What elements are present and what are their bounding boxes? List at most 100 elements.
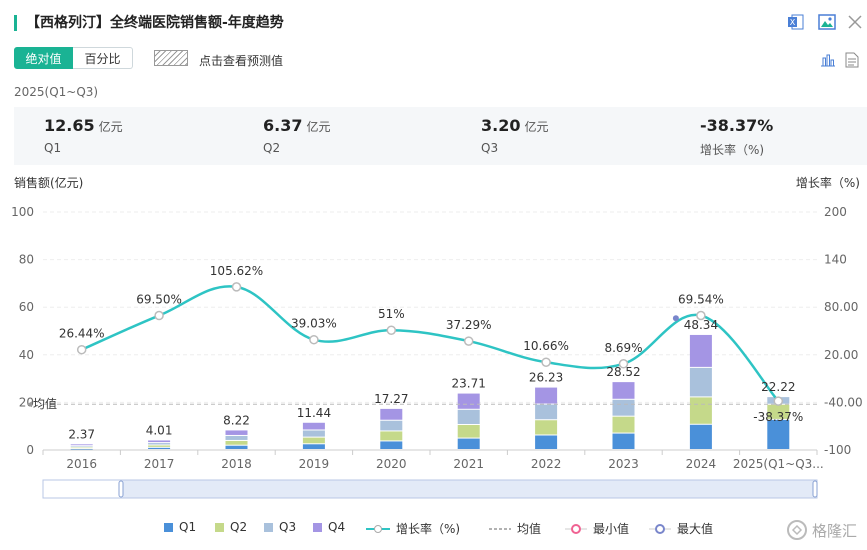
legend-label: Q4 (328, 520, 346, 534)
growth-label: 51% (378, 307, 405, 321)
bar-segment-q3 (225, 435, 248, 440)
excel-icon[interactable]: X (786, 12, 806, 32)
absolute-value-button[interactable]: 绝对值 (14, 47, 73, 69)
growth-label: 69.50% (136, 293, 182, 307)
legend-swatch (164, 522, 173, 532)
forecast-hatch-icon[interactable] (154, 50, 188, 66)
growth-label: 39.03% (291, 317, 337, 331)
legend-average[interactable]: 均值 (489, 520, 541, 537)
summary-label: Q2 (263, 141, 281, 155)
total-value-label: 48.34 (684, 318, 718, 332)
bar-segment-q1 (380, 441, 403, 449)
legend-q1[interactable]: Q1 (164, 520, 196, 534)
legend-q4[interactable]: Q4 (313, 520, 345, 534)
summary-q3: 3.20 亿元 Q3 (481, 116, 549, 155)
x-tick-label: 2024 (686, 457, 717, 471)
legend-line-icon (366, 524, 390, 533)
total-value-label: 2.37 (68, 427, 95, 441)
percentage-button[interactable]: 百分比 (73, 47, 133, 69)
bar-segment-q2 (148, 445, 171, 447)
legend-label: 最小值 (593, 522, 630, 536)
y-tick-label: 100 (11, 205, 34, 219)
legend-swatch (215, 522, 224, 532)
bar-segment-q3 (148, 443, 171, 445)
legend-label: Q3 (279, 520, 297, 534)
bar-segment-q3 (689, 367, 712, 397)
range-slider-track[interactable] (42, 479, 818, 499)
legend-q3[interactable]: Q3 (264, 520, 296, 534)
growth-point (618, 359, 629, 369)
growth-label: 8.69% (604, 341, 642, 355)
bar-segment-q3 (535, 404, 558, 420)
range-slider-right-handle[interactable] (812, 480, 818, 498)
bar-segment-q2 (689, 397, 712, 424)
bar-segment-q2 (612, 416, 635, 433)
y-tick-label: 60 (19, 300, 34, 314)
document-icon[interactable] (842, 50, 862, 70)
close-icon[interactable] (845, 12, 865, 32)
summary-growth: -38.37% 增长率（%) (700, 116, 773, 158)
bar-segment-q3 (457, 409, 480, 425)
legend-label: 增长率（%) (396, 522, 461, 536)
bar-segment-q4 (689, 334, 712, 367)
x-tick-label: 2018 (221, 457, 252, 471)
bar-segment-q1 (535, 435, 558, 449)
bar-segment-q2 (70, 447, 93, 449)
bar-segment-q1 (225, 445, 248, 449)
summary-label: Q1 (44, 141, 62, 155)
growth-point (541, 357, 551, 367)
y2-tick-label: 80.00 (824, 300, 858, 314)
growth-rate-line (81, 285, 780, 402)
summary-unit: 亿元 (98, 120, 123, 134)
y-tick-label: 40 (19, 348, 34, 362)
average-label: 均值 (33, 396, 57, 411)
y-tick-label: 80 (19, 253, 34, 267)
legend-swatch (313, 522, 322, 532)
total-value-label: 11.44 (297, 406, 331, 420)
bar-chart-icon[interactable] (818, 50, 838, 70)
legend-label: Q1 (179, 520, 197, 534)
max-value-marker (672, 315, 679, 322)
growth-point (309, 334, 319, 345)
legend-q2[interactable]: Q2 (215, 520, 247, 534)
y-axis-title: 销售额(亿元) (14, 175, 83, 190)
bar-segment-q4 (612, 382, 635, 399)
x-tick-label: 2016 (66, 457, 97, 471)
legend-growth[interactable]: 增长率（%) (366, 520, 460, 537)
bar-segment-q4 (457, 393, 480, 409)
bar-segment-q4 (380, 408, 403, 420)
bar-segment-q2 (225, 440, 248, 445)
y2-tick-label: -100 (824, 443, 851, 457)
growth-point (386, 325, 397, 335)
legend-label: 最大值 (677, 522, 714, 536)
growth-point (773, 396, 784, 406)
period-label: 2025(Q1~Q3) (14, 85, 99, 99)
image-icon[interactable] (817, 12, 837, 32)
legend-min-icon (565, 523, 587, 534)
bar-segment-q1 (457, 438, 480, 449)
bar-segment-q1 (70, 449, 93, 450)
bar-segment-q3 (612, 399, 635, 416)
total-value-label: 8.22 (223, 413, 250, 427)
growth-point (76, 344, 87, 355)
legend-minimum[interactable]: 最小值 (565, 520, 629, 537)
bar-segment-q4 (225, 430, 248, 435)
bar-segment-q1 (148, 447, 171, 449)
show-forecast-link[interactable]: 点击查看预测值 (199, 54, 284, 68)
growth-label: -38.37% (753, 410, 803, 424)
summary-q1: 12.65 亿元 Q1 (44, 116, 123, 155)
bar-segment-q3 (302, 430, 325, 437)
bar-segment-q1 (612, 433, 635, 449)
bar-segment-q2 (767, 404, 790, 419)
bar-segment-q2 (457, 425, 480, 438)
average-marker-icon (27, 401, 32, 408)
growth-label: 105.62% (210, 264, 263, 278)
y2-tick-label: -40.00 (824, 395, 863, 409)
growth-point (231, 282, 242, 292)
total-value-label: 26.23 (529, 371, 563, 385)
total-value-label: 23.71 (452, 377, 486, 391)
range-slider-left-handle[interactable] (118, 480, 124, 498)
bar-segment-q1 (689, 424, 712, 449)
y2-axis-title: 增长率（%) (796, 175, 860, 190)
legend-maximum[interactable]: 最大值 (649, 520, 713, 537)
